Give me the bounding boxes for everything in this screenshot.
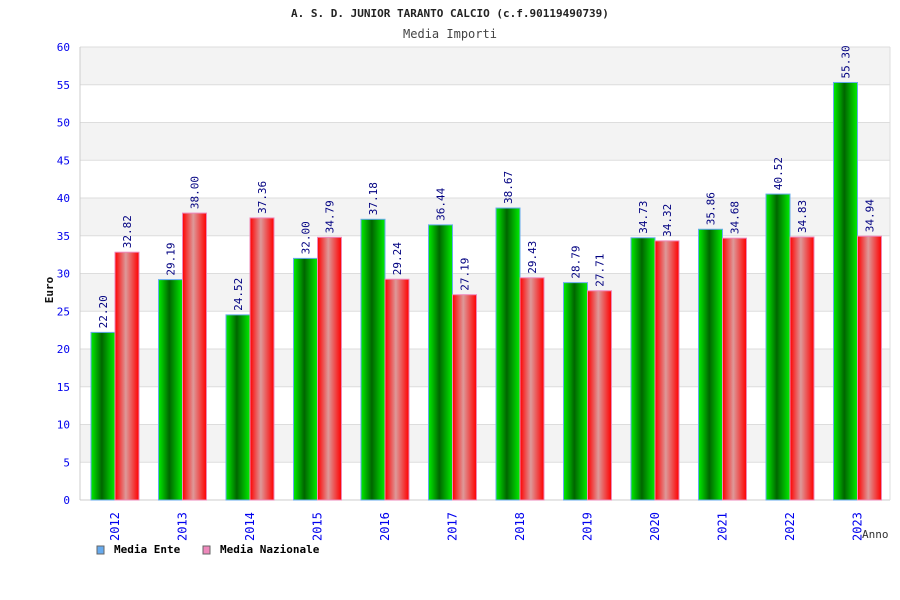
data-label: 34.83 — [796, 200, 809, 233]
y-tick-label: 40 — [57, 192, 70, 205]
bar-media-ente-2012 — [90, 331, 116, 501]
y-tick-label: 30 — [57, 268, 70, 281]
data-label: 34.32 — [661, 204, 674, 237]
bar-media-nazionale-2014 — [249, 217, 275, 501]
data-label: 34.73 — [637, 201, 650, 234]
y-tick-label: 50 — [57, 117, 70, 130]
bar-media-nazionale-2017 — [452, 294, 477, 501]
x-tick-label: 2013 — [176, 512, 190, 541]
legend-swatch-media-ente — [96, 545, 105, 555]
data-label: 34.94 — [864, 199, 877, 232]
y-tick-label: 25 — [57, 305, 70, 318]
data-label: 34.79 — [324, 200, 337, 233]
bar-media-ente-2016 — [360, 218, 386, 501]
data-label: 29.43 — [526, 241, 539, 274]
data-label: 28.79 — [570, 246, 583, 279]
bar-media-ente-2021 — [698, 228, 723, 501]
x-tick-label: 2020 — [648, 512, 662, 541]
x-axis-label: Anno — [862, 528, 889, 541]
x-tick-label: 2014 — [243, 512, 257, 541]
x-tick-label: 2023 — [851, 512, 865, 541]
bar-media-nazionale-2018 — [519, 277, 545, 501]
data-label: 27.71 — [594, 254, 607, 287]
legend-label-media-ente: Media Ente — [114, 543, 181, 556]
bar-media-ente-2022 — [765, 193, 791, 501]
data-label: 32.00 — [300, 221, 313, 254]
bar-media-nazionale-2012 — [114, 251, 140, 501]
data-label: 22.20 — [97, 295, 110, 328]
grid-band — [80, 47, 890, 85]
y-tick-label: 45 — [57, 154, 70, 167]
bar-media-nazionale-2016 — [384, 278, 410, 501]
bar-media-nazionale-2021 — [722, 237, 747, 501]
bar-media-nazionale-2019 — [587, 290, 612, 501]
bar-media-ente-2018 — [495, 207, 521, 501]
bar-media-nazionale-2023 — [857, 235, 882, 501]
y-tick-label: 15 — [57, 381, 70, 394]
data-label: 29.19 — [165, 242, 178, 275]
legend: Media Ente Media Nazionale — [96, 543, 320, 556]
bar-media-ente-2014 — [225, 314, 251, 501]
y-tick-label: 10 — [57, 419, 70, 432]
y-tick-label: 5 — [63, 456, 70, 469]
x-tick-label: 2018 — [513, 512, 527, 541]
grid-band — [80, 349, 890, 387]
data-label: 34.68 — [729, 201, 742, 234]
data-label: 29.24 — [391, 242, 404, 275]
x-tick-label: 2015 — [311, 512, 325, 541]
bar-media-nazionale-2015 — [317, 236, 342, 501]
data-label: 37.36 — [256, 181, 269, 214]
data-label: 55.30 — [840, 45, 853, 78]
data-label: 27.19 — [459, 258, 472, 291]
grid-band — [80, 273, 890, 312]
grid-band — [80, 122, 890, 161]
data-label: 38.67 — [502, 171, 515, 204]
grid-band — [80, 424, 890, 463]
data-label: 37.18 — [367, 182, 380, 215]
y-tick-label: 0 — [63, 494, 70, 507]
bar-media-ente-2020 — [630, 237, 656, 501]
data-label: 24.52 — [232, 278, 245, 311]
x-tick-label: 2012 — [108, 512, 122, 541]
bar-media-nazionale-2022 — [789, 236, 815, 501]
bar-media-nazionale-2013 — [182, 212, 207, 501]
bar-media-ente-2015 — [293, 257, 318, 501]
bar-media-ente-2013 — [158, 279, 183, 501]
data-label: 32.82 — [121, 215, 134, 248]
bar-media-ente-2023 — [833, 81, 858, 501]
legend-label-media-nazionale: Media Nazionale — [220, 543, 320, 556]
data-label: 35.86 — [705, 192, 718, 225]
data-label: 40.52 — [772, 157, 785, 190]
x-tick-label: 2016 — [378, 512, 392, 541]
y-tick-label: 55 — [57, 79, 70, 92]
y-tick-label: 35 — [57, 230, 70, 243]
bar-media-ente-2017 — [428, 224, 453, 501]
grid-band — [80, 198, 890, 236]
bar-media-nazionale-2020 — [654, 240, 680, 501]
bar-media-ente-2019 — [563, 282, 588, 501]
x-tick-label: 2022 — [783, 512, 797, 541]
y-tick-label: 20 — [57, 343, 70, 356]
data-label: 38.00 — [189, 176, 202, 209]
chart-subtitle: Media Importi — [403, 27, 497, 41]
y-axis-label: Euro — [43, 276, 56, 303]
chart-title: A. S. D. JUNIOR TARANTO CALCIO (c.f.9011… — [291, 7, 609, 20]
legend-swatch-media-nazionale — [202, 545, 211, 555]
x-tick-label: 2017 — [446, 512, 460, 541]
y-tick-label: 60 — [57, 41, 70, 54]
x-tick-label: 2021 — [716, 512, 730, 541]
data-label: 36.44 — [435, 187, 448, 220]
x-tick-label: 2019 — [581, 512, 595, 541]
